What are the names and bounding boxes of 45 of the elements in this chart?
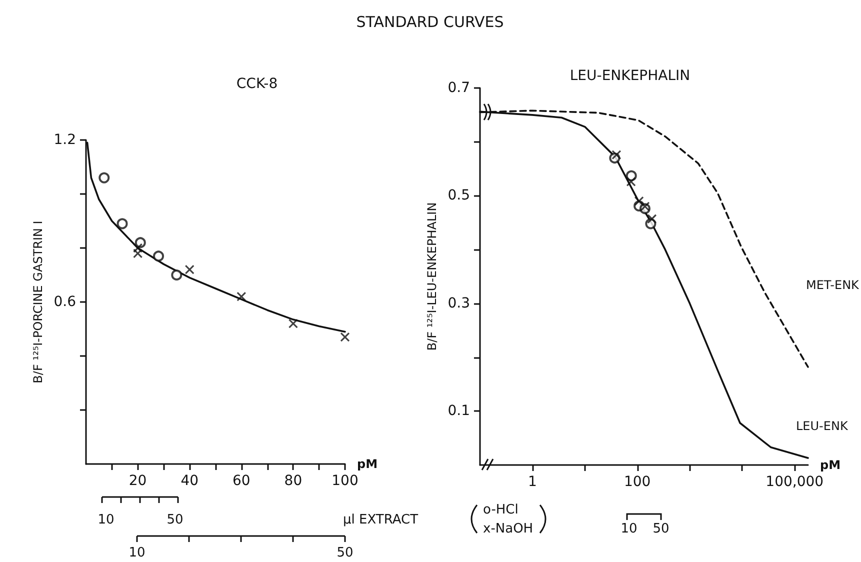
point — [134, 237, 146, 248]
text: 10 — [98, 512, 114, 528]
y-tick-label: 0.6 — [54, 294, 76, 310]
y-tick-label: 0.3 — [448, 295, 470, 312]
point — [116, 218, 128, 230]
chart-title: LEU-ENKEPHALIN — [570, 68, 690, 84]
x-tick-label: 100 — [624, 474, 651, 490]
x-tick-label: 40 — [180, 473, 199, 489]
point — [236, 292, 246, 302]
chart-title: CCK-8 — [236, 76, 278, 92]
text: STANDARD CURVES — [356, 13, 504, 31]
point — [647, 214, 657, 224]
y-tick-label: 1.2 — [54, 132, 76, 148]
point — [640, 202, 650, 212]
x-axis-title: pM — [820, 458, 841, 472]
point — [184, 264, 194, 274]
text: µl EXTRACT — [343, 512, 418, 528]
point — [634, 196, 644, 206]
x-tick-label: 100 — [332, 473, 358, 489]
text: 10 — [128, 546, 146, 560]
text: 50 — [166, 512, 184, 528]
x-tick-label: 100,000 — [766, 474, 824, 490]
x-axis-title: pM — [357, 457, 378, 471]
text: MET-ENK — [806, 278, 860, 292]
series-label: LEU-ENK — [796, 419, 849, 433]
text: 50 — [336, 546, 354, 560]
point — [626, 176, 636, 187]
point — [288, 318, 298, 328]
text: 10 — [620, 522, 638, 536]
text: x-NaOH — [483, 522, 534, 536]
y-tick-label: 0.5 — [448, 188, 470, 204]
x-tick-label: 1 — [528, 474, 537, 490]
x-tick-label: 20 — [128, 473, 147, 489]
x-tick-label: 60 — [232, 473, 250, 489]
point — [153, 250, 164, 262]
point — [340, 332, 350, 342]
y-axis-title: B/F ¹²⁵I-PORCINE GASTRIN I — [31, 220, 45, 384]
y-axis-title: B/F ¹²⁵I-LEU-ENKEPHALIN — [425, 202, 439, 351]
y-tick-label: 0.7 — [448, 80, 470, 96]
y-tick-label: 0.1 — [448, 403, 470, 420]
point — [98, 172, 110, 184]
text: o-HCl — [483, 502, 518, 518]
point — [171, 270, 182, 280]
text: 50 — [652, 522, 670, 536]
x-tick-label: 80 — [284, 473, 302, 489]
